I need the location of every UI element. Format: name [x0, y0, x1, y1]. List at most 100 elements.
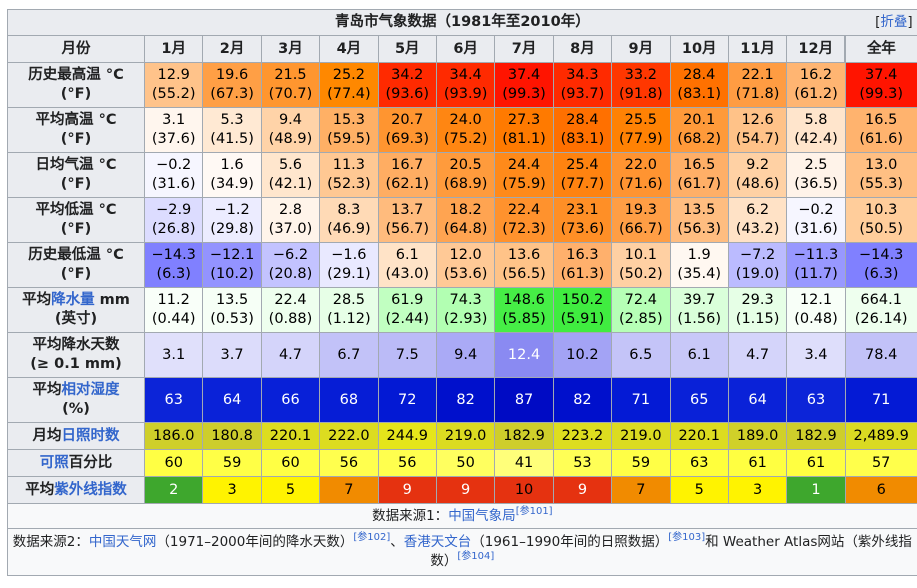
row-label-link[interactable]: 相对湿度 — [61, 382, 120, 398]
cell-value-imperial: (5.91) — [560, 311, 605, 327]
month-value-cell: 27.3 (81.1) — [494, 107, 554, 153]
cell-value: −0.2 — [156, 157, 192, 173]
cell-value: 186.0 — [152, 427, 195, 444]
month-value-cell: 219.0 — [435, 422, 496, 450]
cell-value: 24.4 — [507, 157, 541, 173]
month-value-cell: 63 — [669, 449, 729, 477]
cell-value: 8.3 — [337, 202, 361, 218]
cell-value-imperial: (19.0) — [735, 266, 780, 282]
source-link-cma[interactable]: 中国气象局 — [448, 507, 516, 524]
cell-value: 222.0 — [328, 427, 370, 444]
cell-value: 16.5 — [683, 157, 716, 173]
month-value-cell: 64 — [202, 377, 262, 423]
month-value-cell: 9 — [552, 476, 613, 504]
cell-value-imperial: (29.8) — [210, 221, 254, 237]
month-value-cell: 15.3 (59.5) — [319, 107, 379, 153]
cell-value: 13.7 — [391, 202, 424, 218]
cell-value: 7.5 — [395, 346, 419, 363]
month-value-cell: 5 — [260, 476, 321, 504]
month-value-cell: 9.4 — [435, 332, 496, 378]
month-value-cell: −11.3 (11.7) — [786, 242, 846, 288]
year-header: 全年 — [844, 35, 917, 63]
cell-value: 56 — [339, 454, 359, 471]
cell-value: 6.1 — [395, 247, 419, 263]
month-value-cell: 65 — [669, 377, 729, 423]
table-row: 平均降水天数 (≥ 0.1 mm) 3.1 3.7 4.7 6.7 7.5 9.4 12.4 10… — [7, 332, 917, 378]
month-value-cell: 222.0 — [319, 422, 379, 450]
month-header-9: 9月 — [611, 35, 671, 63]
cell-value: 2,489.9 — [853, 427, 909, 444]
cell-value-imperial: (68.9) — [443, 176, 488, 192]
row-label-link[interactable]: 日照时数 — [61, 427, 120, 444]
cell-value: 22.1 — [741, 67, 774, 83]
row-label-text: (°F) — [60, 176, 92, 192]
collapse-toggle: [折叠] — [875, 14, 913, 30]
cell-value: 59 — [222, 454, 242, 471]
month-value-cell: 6.2 (43.2) — [727, 197, 788, 243]
cell-value-imperial: (66.7) — [619, 221, 663, 237]
cell-value-imperial: (6.3) — [864, 266, 899, 282]
cell-value: 50 — [456, 454, 475, 471]
month-value-cell: 9.4 (48.9) — [260, 107, 321, 153]
cell-value: 12.6 — [741, 112, 774, 128]
month-value-cell: 33.2 (91.8) — [611, 62, 671, 108]
cell-value: 13.5 — [683, 202, 716, 218]
month-value-cell: 68 — [319, 377, 379, 423]
cell-value: 53 — [573, 454, 592, 471]
cell-value: −1.6 — [331, 247, 367, 263]
month-value-cell: 82 — [552, 377, 613, 423]
cell-value: 10.3 — [865, 202, 898, 218]
cell-value: 22.4 — [274, 292, 307, 308]
cell-value: 3.4 — [804, 346, 828, 363]
cell-value: −14.3 — [151, 247, 196, 263]
month-value-cell: 244.9 — [377, 422, 437, 450]
cell-value: 7 — [344, 481, 354, 498]
cell-value: 220.1 — [678, 427, 720, 444]
cell-value: 18.2 — [449, 202, 482, 218]
ref-104[interactable]: [参104] — [457, 551, 495, 562]
cell-value-imperial: (1.12) — [327, 311, 371, 327]
cell-value: 71 — [871, 391, 891, 408]
cell-value-imperial: (0.48) — [794, 311, 838, 327]
cell-value: −6.2 — [272, 247, 309, 263]
cell-value-imperial: (1.56) — [677, 311, 722, 327]
cell-value-imperial: (56.3) — [677, 221, 722, 237]
month-value-cell: 71 — [611, 377, 671, 423]
month-value-cell: −2.9 (26.8) — [143, 197, 204, 243]
row-label: 历史最低温 °C (°F) — [7, 242, 145, 288]
cell-value-imperial: (43.2) — [735, 221, 780, 237]
cell-value: 10.2 — [566, 346, 599, 363]
source-link-hko[interactable]: 香港天文台 — [403, 534, 472, 550]
month-value-cell: 16.2 (61.2) — [786, 62, 846, 108]
ref-102[interactable]: [参102] — [353, 532, 391, 543]
month-value-cell: 72.4 (2.85) — [611, 287, 671, 333]
ref-101[interactable]: [参101] — [515, 505, 553, 517]
row-label-link[interactable]: 可照 — [39, 454, 69, 471]
cell-value: −14.3 — [858, 247, 904, 263]
month-value-cell: 74.3 (2.93) — [435, 287, 496, 333]
month-value-cell: 7 — [319, 476, 379, 504]
table-row: 历史最低温 °C (°F) −14.3 (6.3) −12.1 (10.2) −6.2 (20… — [7, 242, 917, 288]
collapse-link[interactable]: 折叠 — [880, 14, 908, 30]
cell-value: 9.4 — [278, 112, 302, 128]
cell-value: 1.9 — [687, 247, 711, 263]
cell-value: 6.2 — [746, 202, 770, 218]
month-value-cell: −1.2 (29.8) — [202, 197, 262, 243]
cell-value: 25.4 — [566, 157, 599, 173]
row-label-link[interactable]: 紫外线指数 — [54, 481, 127, 498]
cell-value: 12.9 — [157, 67, 190, 83]
ref-103[interactable]: [参103] — [668, 532, 706, 543]
cell-value: 66 — [281, 391, 300, 408]
cell-value-imperial: (35.4) — [677, 266, 722, 282]
cell-value-imperial: (52.3) — [327, 176, 371, 192]
row-label-link[interactable]: 降水量 — [51, 292, 95, 308]
cell-value: 23.1 — [566, 202, 599, 218]
month-header-8: 8月 — [552, 35, 613, 63]
cell-value: 3 — [752, 481, 763, 498]
source-link-weather-cn[interactable]: 中国天气网 — [88, 534, 157, 550]
month-value-cell: 12.6 (54.7) — [727, 107, 788, 153]
source-row-1: 数据来源1：中国气象局[参101] — [7, 503, 917, 529]
cell-value: 25.5 — [624, 112, 657, 128]
month-value-cell: 22.0 (71.6) — [611, 152, 671, 198]
month-value-cell: 1 — [786, 476, 846, 504]
